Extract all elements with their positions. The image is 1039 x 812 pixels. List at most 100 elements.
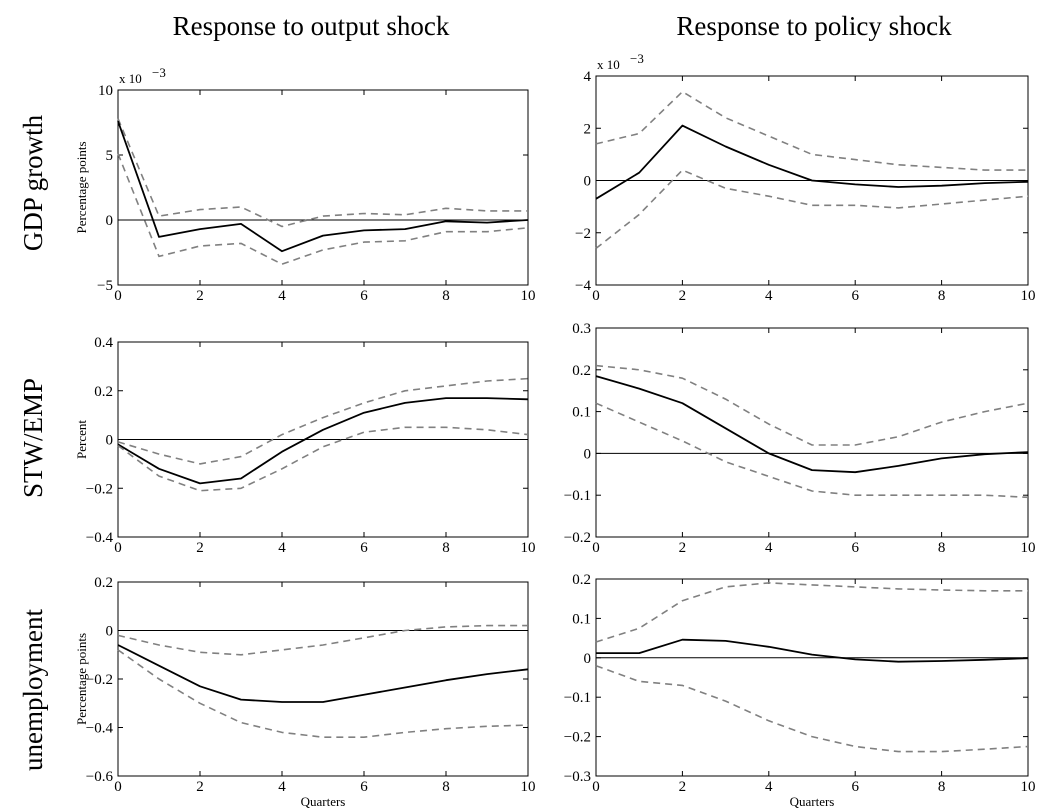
x-tick-label: 0 [592,288,600,304]
upper-band-line [595,582,1028,643]
x-tick-label: 8 [938,779,946,795]
y-tick-label: 0 [584,174,592,190]
x-tick-label: 6 [360,288,368,304]
y-scale-exponent: −3 [630,51,644,66]
panel-r2-c1: 0 2 4 6 8 10 −0.3 −0.2 −0.1 0 0.1 0.2 Quarters [564,572,1036,809]
y-tick-label: 10 [98,83,113,99]
y-tick-label: 0 [106,213,114,229]
x-tick-label: 4 [278,288,286,304]
y-tick-label: −0.6 [86,769,114,785]
y-tick-label: −2 [575,226,591,242]
median-response-line [596,638,1029,663]
upper-band-line [117,377,529,465]
y-scale-multiplier: x 10 [119,71,142,86]
x-tick-label: 4 [765,779,773,795]
y-tick-label: −0.2 [564,530,591,546]
y-tick-label: −5 [97,278,113,294]
plot-frame [595,327,1029,538]
y-tick-label: 0.4 [94,335,113,351]
y-tick-label: 0 [584,651,592,667]
y-tick-label: 0 [584,446,592,462]
x-tick-label: 0 [592,540,600,556]
row-title-gdp-growth: GDP growth [18,114,48,251]
x-tick-label: 2 [196,540,204,556]
x-axis-label: Quarters [301,794,346,809]
y-tick-label: −0.2 [564,730,591,746]
row-title-stw-emp: STW/EMP [18,378,48,498]
y-tick-label: −0.4 [86,530,114,546]
y-tick-label: −0.2 [86,481,113,497]
y-tick-label: 0.3 [572,321,591,337]
y-tick-label: 0.1 [572,611,591,627]
y-tick-label: 0 [106,624,114,640]
x-tick-label: 0 [114,779,122,795]
x-tick-label: 8 [442,779,450,795]
upper-band-line [117,624,528,656]
lower-band-line [117,649,529,739]
y-tick-label: 2 [584,121,592,137]
lower-band-line [595,169,1029,250]
y-axis-label: Percentage points [74,633,89,725]
x-tick-label: 6 [851,779,859,795]
plot-frame [117,89,529,286]
x-tick-label: 10 [1021,779,1036,795]
y-tick-label: 0 [106,433,114,449]
y-tick-label: −4 [575,278,591,294]
y-axis-label: Percentage points [74,141,89,233]
x-tick-label: 8 [938,540,946,556]
x-tick-label: 4 [278,540,286,556]
median-response-line [117,397,529,485]
lower-band-line [117,153,529,266]
y-tick-label: 0.2 [572,363,591,379]
median-response-line [117,644,529,703]
x-tick-label: 6 [360,540,368,556]
plot-frame [117,581,529,777]
y-axis-label: Percent [74,420,89,459]
y-tick-label: −0.3 [564,769,591,785]
x-tick-label: 8 [442,540,450,556]
x-tick-label: 10 [521,288,536,304]
column-title-output-shock: Response to output shock [173,11,450,41]
x-tick-label: 10 [521,540,536,556]
x-tick-label: 8 [442,288,450,304]
panel-r1-c0: 0 2 4 6 8 10 −0.4 −0.2 0 0.2 0.4 Percent [74,335,536,556]
x-tick-label: 10 [1021,288,1036,304]
median-response-line [117,120,529,253]
x-tick-label: 2 [679,779,687,795]
lower-band-line [595,664,1029,753]
y-tick-label: 4 [584,69,592,85]
x-tick-label: 10 [1021,540,1036,556]
x-tick-label: 0 [592,779,600,795]
upper-band-line [117,118,528,228]
y-tick-label: 0.1 [572,405,591,421]
y-tick-label: −0.1 [564,690,591,706]
x-tick-label: 2 [196,288,204,304]
median-response-line [595,124,1029,200]
y-tick-label: 5 [106,148,114,164]
x-tick-label: 8 [938,288,946,304]
upper-band-line [595,364,1029,446]
y-tick-label: −0.4 [86,721,114,737]
x-tick-label: 4 [278,779,286,795]
x-tick-label: 6 [851,288,859,304]
y-tick-label: −0.2 [86,672,113,688]
median-response-line [595,375,1029,474]
x-tick-label: 2 [196,779,204,795]
x-tick-label: 0 [114,540,122,556]
x-tick-label: 10 [521,779,536,795]
x-axis-label: Quarters [790,794,835,809]
x-tick-label: 4 [765,540,773,556]
x-tick-label: 2 [679,540,687,556]
y-tick-label: 0.2 [572,572,591,588]
y-tick-label: −0.1 [564,488,591,504]
x-tick-label: 6 [851,540,859,556]
y-scale-multiplier: x 10 [597,57,620,72]
panels: 0 2 4 6 8 10 −5 0 5 10 x 10 −3 Percentage points 0 2 4 6… [74,51,1036,809]
x-tick-label: 4 [765,288,773,304]
panel-r0-c1: 0 2 4 6 8 10 −4 −2 0 2 4 x 10 −3 [575,51,1035,304]
panel-r1-c1: 0 2 4 6 8 10 −0.2 −0.1 0 0.1 0.2 0.3 [564,321,1036,556]
y-scale-exponent: −3 [152,65,166,80]
upper-band-line [595,90,1028,171]
